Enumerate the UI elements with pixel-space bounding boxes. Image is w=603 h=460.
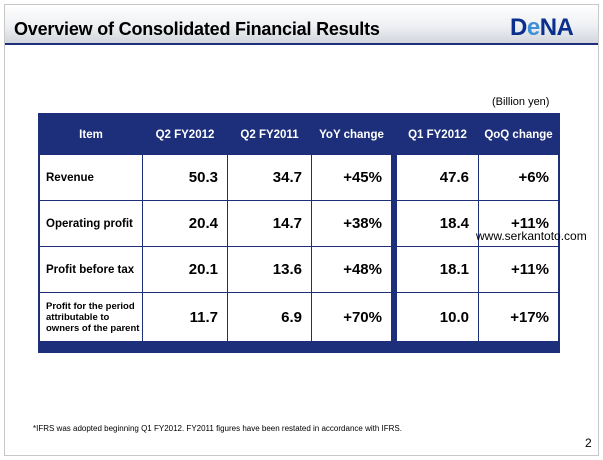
cell-yoy-change: +48% (311, 247, 391, 293)
table-row: Profit for the period attributable to ow… (40, 293, 558, 341)
slide-title: Overview of Consolidated Financial Resul… (14, 19, 380, 39)
cell-yoy-change: +70% (311, 293, 391, 341)
row-label-profit-attributable-to-owners: Profit for the period attributable to ow… (40, 293, 142, 341)
cell-qoq-change: +11% (478, 247, 558, 293)
row-label-profit-before-tax: Profit before tax (40, 247, 142, 293)
slide-frame (4, 4, 599, 456)
cell-q2-fy2012: 50.3 (142, 155, 227, 201)
column-header-item: Item (79, 129, 103, 141)
cell-q2-fy2011: 13.6 (227, 247, 311, 293)
financial-results-table-frame: Item Q2 FY2012 Q2 FY2011 YoY change Q1 F… (38, 113, 560, 353)
table-header-row: Item Q2 FY2012 Q2 FY2011 YoY change Q1 F… (40, 115, 558, 155)
table-row: Operating profit 20.4 14.7 +38% 18.4 +11… (40, 201, 558, 247)
header-divider (5, 43, 598, 45)
row-label-operating-profit: Operating profit (40, 201, 142, 247)
financial-results-table: Item Q2 FY2012 Q2 FY2011 YoY change Q1 F… (40, 115, 558, 341)
cell-yoy-change: +38% (311, 201, 391, 247)
unit-note: (Billion yen) (492, 96, 550, 108)
page-number: 2 (585, 436, 592, 450)
slide-header: Overview of Consolidated Financial Resul… (5, 5, 598, 43)
dena-logo: DeNA (510, 14, 574, 42)
column-header-yoy-change: YoY change (311, 115, 391, 155)
logo-prefix: D (510, 14, 527, 41)
cell-qoq-change: +17% (478, 293, 558, 341)
cell-q1-fy2012: 18.4 (391, 201, 478, 247)
column-header-q1-fy2012: Q1 FY2012 (391, 115, 478, 155)
cell-qoq-change: +11% (478, 201, 558, 247)
cell-q2-fy2012: 20.1 (142, 247, 227, 293)
cell-q2-fy2011: 14.7 (227, 201, 311, 247)
cell-q2-fy2012: 20.4 (142, 201, 227, 247)
cell-q2-fy2012: 11.7 (142, 293, 227, 341)
watermark-url: www.serkantoto.com (476, 229, 587, 243)
cell-q1-fy2012: 10.0 (391, 293, 478, 341)
row-label-revenue: Revenue (40, 155, 142, 201)
table-row: Revenue 50.3 34.7 +45% 47.6 +6% (40, 155, 558, 201)
column-header-q2-fy2012: Q2 FY2012 (142, 115, 227, 155)
cell-q1-fy2012: 18.1 (391, 247, 478, 293)
column-header-q2-fy2011: Q2 FY2011 (227, 115, 311, 155)
logo-e: e (526, 14, 540, 41)
cell-q2-fy2011: 34.7 (227, 155, 311, 201)
logo-suffix: NA (539, 14, 574, 41)
cell-qoq-change: +6% (478, 155, 558, 201)
footnote: *IFRS was adopted beginning Q1 FY2012. F… (33, 424, 402, 433)
cell-yoy-change: +45% (311, 155, 391, 201)
column-header-qoq-change: QoQ change (478, 115, 558, 155)
cell-q2-fy2011: 6.9 (227, 293, 311, 341)
table-row: Profit before tax 20.1 13.6 +48% 18.1 +1… (40, 247, 558, 293)
cell-q1-fy2012: 47.6 (391, 155, 478, 201)
